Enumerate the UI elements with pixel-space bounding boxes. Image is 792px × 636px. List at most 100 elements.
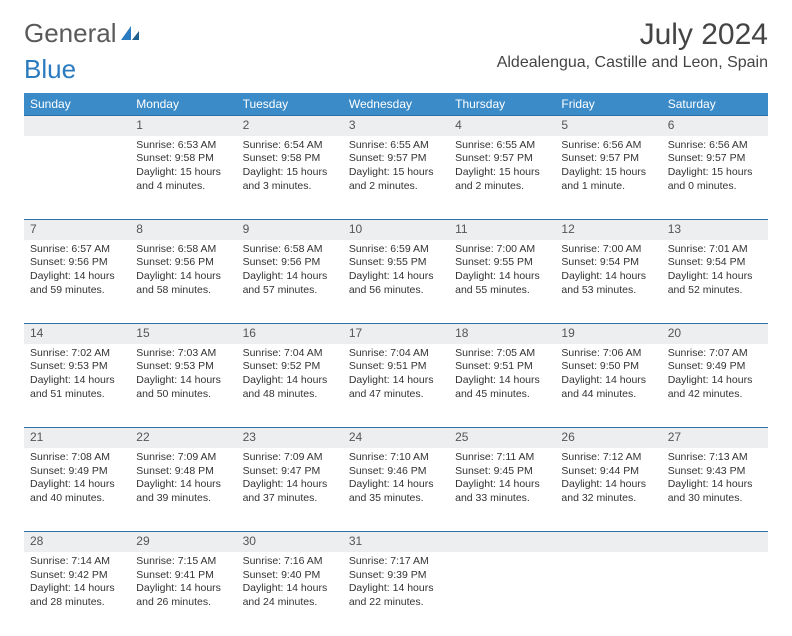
day-number: 14 <box>24 324 130 344</box>
day-cell <box>662 552 768 636</box>
day-sunset: Sunset: 9:56 PM <box>136 256 230 270</box>
day-sunset: Sunset: 9:57 PM <box>668 152 762 166</box>
day-cell: Sunrise: 7:10 AMSunset: 9:46 PMDaylight:… <box>343 448 449 532</box>
day-number: 13 <box>662 220 768 240</box>
day-day2: and 45 minutes. <box>455 388 549 402</box>
day-sunrise: Sunrise: 7:10 AM <box>349 451 443 465</box>
day-number: 29 <box>130 532 236 552</box>
day-sunset: Sunset: 9:48 PM <box>136 465 230 479</box>
day-sunrise: Sunrise: 6:56 AM <box>561 139 655 153</box>
day-day2: and 44 minutes. <box>561 388 655 402</box>
day-number: 15 <box>130 324 236 344</box>
day-day1: Daylight: 14 hours <box>561 270 655 284</box>
day-sunset: Sunset: 9:55 PM <box>349 256 443 270</box>
month-title: July 2024 <box>497 18 768 52</box>
day-sunset: Sunset: 9:40 PM <box>243 569 337 583</box>
day-day1: Daylight: 14 hours <box>349 270 443 284</box>
day-day1: Daylight: 15 hours <box>455 166 549 180</box>
day-day1: Daylight: 14 hours <box>668 270 762 284</box>
day-day1: Daylight: 14 hours <box>668 478 762 492</box>
day-sunrise: Sunrise: 6:54 AM <box>243 139 337 153</box>
day-day1: Daylight: 15 hours <box>243 166 337 180</box>
day-sunrise: Sunrise: 7:00 AM <box>561 243 655 257</box>
day-number: 27 <box>662 428 768 448</box>
day-sunrise: Sunrise: 7:00 AM <box>455 243 549 257</box>
day-sunset: Sunset: 9:56 PM <box>243 256 337 270</box>
day-day1: Daylight: 15 hours <box>349 166 443 180</box>
day-cell <box>555 552 661 636</box>
day-sunrise: Sunrise: 7:11 AM <box>455 451 549 465</box>
day-day2: and 53 minutes. <box>561 284 655 298</box>
day-number: 28 <box>24 532 130 552</box>
day-day1: Daylight: 14 hours <box>243 478 337 492</box>
day-number: 1 <box>130 116 236 136</box>
day-number: 11 <box>449 220 555 240</box>
day-day1: Daylight: 14 hours <box>136 478 230 492</box>
content-row: Sunrise: 7:02 AMSunset: 9:53 PMDaylight:… <box>24 344 768 428</box>
day-number: 22 <box>130 428 236 448</box>
day-day2: and 56 minutes. <box>349 284 443 298</box>
day-sunset: Sunset: 9:57 PM <box>455 152 549 166</box>
day-number: 10 <box>343 220 449 240</box>
day-day2: and 52 minutes. <box>668 284 762 298</box>
day-day2: and 4 minutes. <box>136 180 230 194</box>
day-day1: Daylight: 14 hours <box>349 374 443 388</box>
content-row: Sunrise: 6:57 AMSunset: 9:56 PMDaylight:… <box>24 240 768 324</box>
day-day2: and 51 minutes. <box>30 388 124 402</box>
day-sunset: Sunset: 9:49 PM <box>30 465 124 479</box>
daynum-row: 78910111213 <box>24 220 768 240</box>
day-cell: Sunrise: 6:54 AMSunset: 9:58 PMDaylight:… <box>237 136 343 220</box>
day-number: 3 <box>343 116 449 136</box>
content-row: Sunrise: 7:08 AMSunset: 9:49 PM Daylight:… <box>24 448 768 532</box>
day-number: 24 <box>343 428 449 448</box>
day-sunset: Sunset: 9:58 PM <box>243 152 337 166</box>
day-sunrise: Sunrise: 6:57 AM <box>30 243 124 257</box>
day-day2: and 57 minutes. <box>243 284 337 298</box>
day-sunset: Sunset: 9:57 PM <box>349 152 443 166</box>
day-sunrise: Sunrise: 7:09 AM <box>243 451 337 465</box>
day-sunrise: Sunrise: 7:03 AM <box>136 347 230 361</box>
day-day1: Daylight: 14 hours <box>136 582 230 596</box>
day-number: 6 <box>662 116 768 136</box>
day-day2: and 1 minute. <box>561 180 655 194</box>
day-day2: and 33 minutes. <box>455 492 549 506</box>
day-cell: Sunrise: 6:56 AMSunset: 9:57 PMDaylight:… <box>555 136 661 220</box>
content-row: Sunrise: 7:14 AMSunset: 9:42 PMDaylight:… <box>24 552 768 636</box>
day-sunset: Sunset: 9:54 PM <box>561 256 655 270</box>
day-cell: Sunrise: 6:55 AMSunset: 9:57 PMDaylight:… <box>449 136 555 220</box>
day-number: 18 <box>449 324 555 344</box>
day-sunrise: Sunrise: 7:02 AM <box>30 347 124 361</box>
daynum-row: 123456 <box>24 116 768 136</box>
day-sunrise: Sunrise: 7:08 AM <box>30 451 124 465</box>
daynum-row: 14151617181920 <box>24 324 768 344</box>
day-day1: Daylight: 14 hours <box>136 374 230 388</box>
day-day1: Daylight: 14 hours <box>455 478 549 492</box>
day-cell: Sunrise: 7:00 AMSunset: 9:54 PMDaylight:… <box>555 240 661 324</box>
day-day1: Daylight: 14 hours <box>561 478 655 492</box>
day-day2: and 26 minutes. <box>136 596 230 610</box>
day-sunset: Sunset: 9:58 PM <box>136 152 230 166</box>
day-sunrise: Sunrise: 7:05 AM <box>455 347 549 361</box>
day-cell: Sunrise: 7:06 AMSunset: 9:50 PMDaylight:… <box>555 344 661 428</box>
day-day1: Daylight: 14 hours <box>455 374 549 388</box>
day-sunset: Sunset: 9:56 PM <box>30 256 124 270</box>
title-block: July 2024 Aldealengua, Castille and Leon… <box>497 18 768 72</box>
day-sunset: Sunset: 9:42 PM <box>30 569 124 583</box>
day-day1: Daylight: 15 hours <box>136 166 230 180</box>
daynum-row: 21222324252627 <box>24 428 768 448</box>
day-sunrise: Sunrise: 7:07 AM <box>668 347 762 361</box>
day-number: 25 <box>449 428 555 448</box>
content-row: Sunrise: 6:53 AMSunset: 9:58 PMDaylight:… <box>24 136 768 220</box>
day-sunrise: Sunrise: 6:53 AM <box>136 139 230 153</box>
day-number <box>555 532 661 552</box>
day-number: 5 <box>555 116 661 136</box>
day-day2: and 2 minutes. <box>455 180 549 194</box>
day-sunset: Sunset: 9:46 PM <box>349 465 443 479</box>
day-sunrise: Sunrise: 7:12 AM <box>561 451 655 465</box>
day-number <box>449 532 555 552</box>
day-sunrise: Sunrise: 7:13 AM <box>668 451 762 465</box>
day-sunrise: Sunrise: 7:17 AM <box>349 555 443 569</box>
day-number: 23 <box>237 428 343 448</box>
day-cell: Sunrise: 7:09 AMSunset: 9:48 PMDaylight:… <box>130 448 236 532</box>
day-cell: Sunrise: 7:07 AMSunset: 9:49 PMDaylight:… <box>662 344 768 428</box>
